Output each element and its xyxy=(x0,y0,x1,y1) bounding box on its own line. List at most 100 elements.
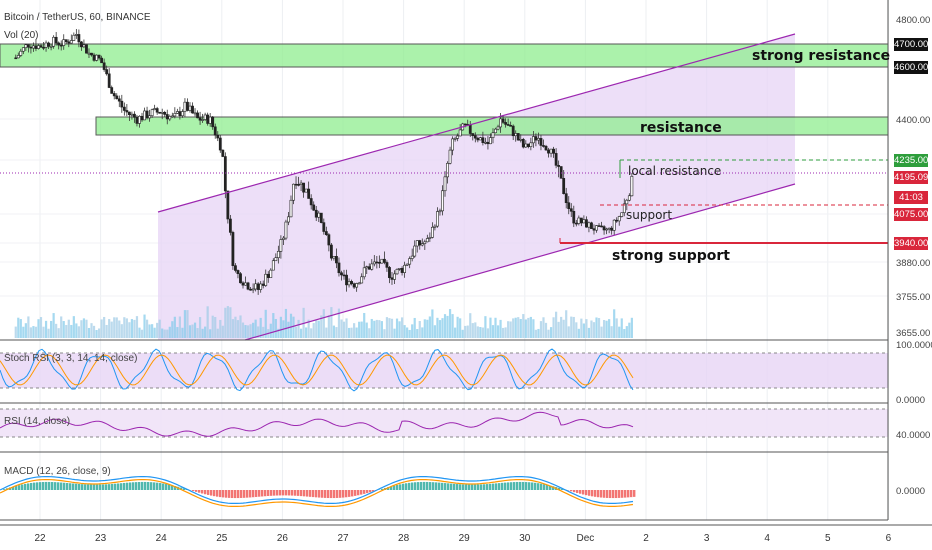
candle-body xyxy=(54,36,58,44)
volume-bar xyxy=(456,316,459,338)
macd-histogram-bar xyxy=(618,490,621,498)
candle-body xyxy=(228,218,232,233)
macd-histogram-bar xyxy=(621,490,624,498)
candle-body xyxy=(279,239,283,252)
volume-bar xyxy=(52,313,55,338)
volume-bar xyxy=(305,327,308,338)
volume-bar xyxy=(534,329,538,338)
rsi-label: RSI (14, close) xyxy=(4,416,71,427)
volume-bar xyxy=(332,325,336,338)
macd-histogram-bar xyxy=(144,481,147,490)
candles-layer[interactable] xyxy=(14,28,634,295)
macd-histogram-bar xyxy=(204,490,207,495)
candle-body xyxy=(380,258,384,264)
candle-body xyxy=(130,113,134,116)
volume-bar xyxy=(406,327,409,338)
candle-body xyxy=(97,54,101,59)
macd-histogram-bar xyxy=(525,482,528,490)
candle-body xyxy=(294,183,298,186)
macd-histogram-bar xyxy=(327,490,330,499)
volume-bar xyxy=(140,329,144,338)
volume-bar xyxy=(317,320,320,338)
volume-bar xyxy=(166,329,169,338)
macd-histogram-bar xyxy=(480,484,483,490)
macd-histogram-bar xyxy=(417,482,420,490)
macd-histogram-bar xyxy=(543,484,546,490)
volume-bar xyxy=(539,321,543,338)
candle-body xyxy=(117,98,121,102)
candle-body xyxy=(14,57,18,60)
candle-body xyxy=(62,39,66,46)
candle-body xyxy=(221,149,225,157)
macd-histogram-bar xyxy=(18,485,21,490)
macd-histogram-bar xyxy=(33,482,36,490)
volume-bar xyxy=(597,318,601,338)
macd-histogram-bar xyxy=(453,483,456,490)
volume-bar xyxy=(103,316,106,338)
macd-histogram-bar xyxy=(519,481,522,490)
candle-body xyxy=(511,125,515,137)
volume-bar xyxy=(67,319,70,338)
volume-bar xyxy=(507,321,510,338)
volume-bar xyxy=(128,322,131,338)
time-axis-label: Dec xyxy=(577,533,595,544)
volume-bar xyxy=(486,328,490,338)
candle-body xyxy=(289,199,293,218)
candle-body xyxy=(595,225,598,231)
macd-histogram-bar xyxy=(411,482,414,490)
volume-bar xyxy=(575,322,578,338)
volume-bar xyxy=(416,329,419,338)
macd-histogram-bar xyxy=(483,484,486,490)
candle-body xyxy=(418,240,422,246)
volume-bar xyxy=(198,317,202,338)
macd-histogram-bar xyxy=(537,483,540,490)
volume-bar xyxy=(249,324,252,338)
candle-body xyxy=(319,212,323,223)
macd-histogram-bar xyxy=(447,483,450,490)
volume-bar xyxy=(395,318,399,338)
candle-body xyxy=(276,250,280,259)
volume-bar xyxy=(590,320,593,338)
volume-bar xyxy=(522,314,525,338)
volume-bar xyxy=(471,323,474,338)
candle-body xyxy=(153,108,157,111)
candle-body xyxy=(234,265,237,271)
volume-bar xyxy=(625,326,628,338)
macd-histogram-bar xyxy=(102,484,105,490)
volume-bar xyxy=(580,318,583,338)
indicator-axis-label: 0.0000 xyxy=(896,395,925,406)
volume-bar xyxy=(264,309,267,338)
candle-body xyxy=(82,44,86,48)
volume-bar xyxy=(272,313,275,338)
candle-body xyxy=(282,237,285,240)
candle-body xyxy=(531,136,535,144)
macd-histogram-bar xyxy=(258,490,261,497)
rsi-band xyxy=(0,409,888,437)
macd-histogram-bar xyxy=(501,482,504,490)
price-tag-3940: 3940.00 xyxy=(894,237,929,250)
macd-histogram-bar xyxy=(405,483,408,490)
macd-histogram-bar xyxy=(441,482,444,490)
macd-histogram-bar xyxy=(558,487,561,490)
candle-body xyxy=(433,225,437,228)
candle-body xyxy=(430,226,434,238)
candle-body xyxy=(203,114,207,120)
macd-histogram-bar xyxy=(180,487,183,490)
candle-body xyxy=(476,137,480,141)
macd-histogram-bar xyxy=(504,482,507,490)
candle-body xyxy=(322,222,326,232)
macd-histogram-bar xyxy=(540,483,543,490)
volume-bar xyxy=(193,322,197,338)
candle-body xyxy=(231,232,235,266)
candle-body xyxy=(441,190,444,212)
candle-body xyxy=(246,282,250,290)
macd-histogram-bar xyxy=(534,482,537,490)
macd-histogram-bar xyxy=(135,482,138,490)
candle-body xyxy=(564,193,568,204)
candle-body xyxy=(208,116,212,124)
volume-bar xyxy=(615,318,618,338)
volume-bar xyxy=(454,327,457,338)
volume-bar xyxy=(325,327,328,338)
volume-bar xyxy=(613,309,616,338)
time-axis-label: 23 xyxy=(95,533,107,544)
